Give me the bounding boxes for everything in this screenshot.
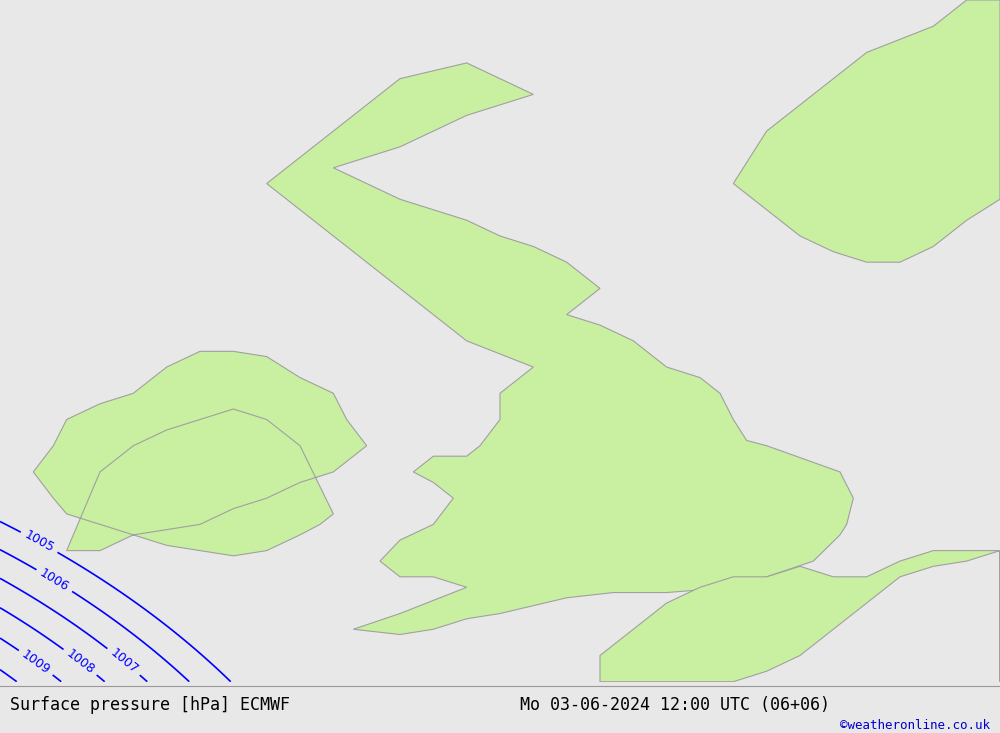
Polygon shape [267, 63, 853, 635]
Text: 1006: 1006 [37, 567, 71, 594]
Text: 1008: 1008 [64, 647, 97, 677]
Polygon shape [33, 351, 367, 556]
Polygon shape [600, 550, 1000, 682]
Polygon shape [733, 0, 1000, 262]
Text: ©weatheronline.co.uk: ©weatheronline.co.uk [840, 719, 990, 732]
Text: 1007: 1007 [107, 647, 140, 677]
Text: 1009: 1009 [19, 648, 53, 677]
Text: Surface pressure [hPa] ECMWF: Surface pressure [hPa] ECMWF [10, 696, 290, 714]
Text: Mo 03-06-2024 12:00 UTC (06+06): Mo 03-06-2024 12:00 UTC (06+06) [520, 696, 830, 714]
Text: 1005: 1005 [22, 528, 56, 556]
